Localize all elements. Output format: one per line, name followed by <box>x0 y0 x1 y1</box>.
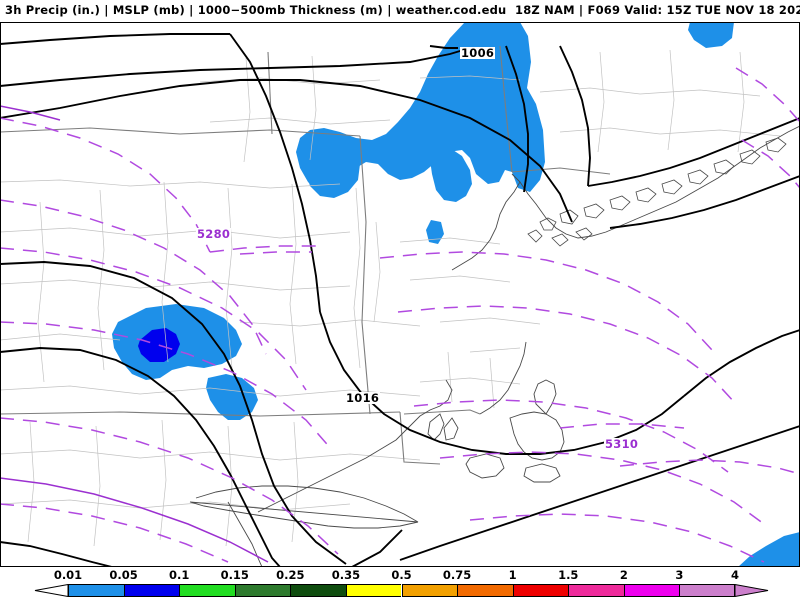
coastline-layer <box>189 125 800 567</box>
weather-map-canvas[interactable]: 1006 5280 1016 5310 <box>0 22 800 567</box>
colorbar-tick-0.01: 0.01 <box>53 568 83 582</box>
colorbar-segment-2 <box>623 584 680 597</box>
precip-colorbar[interactable]: 0.01 0.05 0.1 0.15 0.25 0.35 0.5 0.75 1 1.5 2 3 4 <box>0 567 800 600</box>
thickness-layer <box>0 67 800 563</box>
colorbar-tick-0.15: 0.15 <box>220 568 249 582</box>
contour-label-1006: 1006 <box>460 46 496 60</box>
colorbar-segment-0.15 <box>234 584 291 597</box>
county-lines-layer <box>0 49 781 547</box>
colorbar-segment-0.25 <box>290 584 346 597</box>
isobar-layer <box>0 33 800 567</box>
colorbar-right-arrow <box>734 584 769 597</box>
precip-blob-bottomright <box>738 532 800 567</box>
colorbar-segment-0.35 <box>345 584 402 597</box>
colorbar-segment-0.1 <box>179 584 235 597</box>
colorbar-segment-1 <box>512 584 569 597</box>
precip-blob-north <box>296 22 545 194</box>
contour-label-5280: 5280 <box>196 227 232 241</box>
contour-label-1016: 1016 <box>345 391 381 405</box>
colorbar-left-arrow <box>34 584 69 597</box>
precip-blob-west2 <box>206 374 258 420</box>
colorbar-tick-4: 4 <box>730 568 740 582</box>
colorbar-tick-3: 3 <box>675 568 684 582</box>
contour-label-5310: 5310 <box>604 437 640 451</box>
precip-blob-small-dot <box>426 220 444 244</box>
precip-shading-layer <box>112 22 800 567</box>
colorbar-segment-0.01 <box>68 584 124 597</box>
colorbar-tick-0.05: 0.05 <box>109 568 138 582</box>
colorbar-tick-0.1: 0.1 <box>168 568 190 582</box>
precip-blob-north-tail <box>306 142 360 198</box>
colorbar-segment-1.5 <box>568 584 624 597</box>
colorbar-segment-0.75 <box>457 584 513 597</box>
colorbar-tick-0.75: 0.75 <box>442 568 472 582</box>
colorbar-tick-1.5: 1.5 <box>558 568 579 582</box>
map-header: 3h Precip (in.) | MSLP (mb) | 1000−500mb… <box>0 0 800 22</box>
colorbar-tick-0.25: 0.25 <box>276 568 305 582</box>
colorbar-segment-3 <box>679 584 735 597</box>
colorbar-tick-1: 1 <box>508 568 517 582</box>
header-model-valid-time: 18Z NAM | F069 Valid: 15Z TUE NOV 18 202… <box>515 3 800 17</box>
thickness-solid-layer <box>0 105 269 563</box>
precip-blob-nh <box>430 148 472 202</box>
precip-blob-topright <box>688 22 734 48</box>
colorbar-tick-2: 2 <box>619 568 628 582</box>
colorbar-tick-0.5: 0.5 <box>391 568 412 582</box>
colorbar-tick-0.35: 0.35 <box>331 568 361 582</box>
colorbar-segment-0.05 <box>123 584 180 597</box>
map-border <box>0 22 800 567</box>
colorbar-strip <box>0 584 800 597</box>
header-product-title: 3h Precip (in.) | MSLP (mb) | 1000−500mb… <box>5 3 507 17</box>
map-graphics <box>0 22 800 567</box>
colorbar-segment-0.5 <box>401 584 458 597</box>
colorbar-tick-labels: 0.01 0.05 0.1 0.15 0.25 0.35 0.5 0.75 1 1.5 2 3 4 <box>0 567 800 583</box>
